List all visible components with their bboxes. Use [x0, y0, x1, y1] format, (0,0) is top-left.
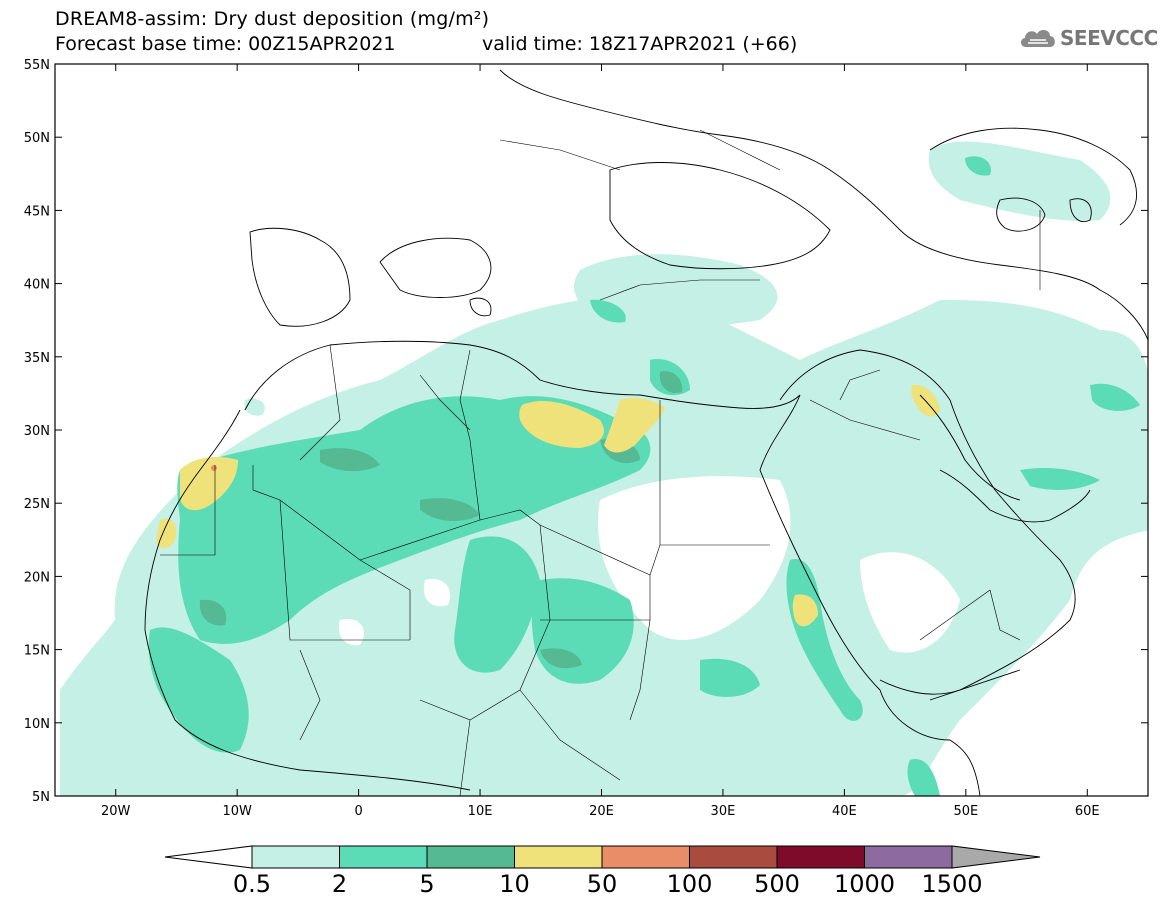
- colorbar-label: 500: [754, 870, 800, 898]
- forecast-base-time: Forecast base time: 00Z15APR2021: [55, 33, 396, 55]
- colorbar-swatch: [689, 845, 778, 869]
- colorbar-label: 100: [667, 870, 713, 898]
- y-tick-label: 10N: [24, 717, 50, 732]
- colorbar-label: 5: [419, 870, 434, 898]
- y-tick-label: 40N: [24, 278, 50, 293]
- x-tick-label: 10E: [468, 804, 493, 819]
- colorbar-label: 0.5: [233, 870, 271, 898]
- cloud-icon: [1020, 30, 1055, 47]
- y-tick-label: 5N: [32, 790, 50, 805]
- y-tick-label: 55N: [24, 58, 50, 73]
- y-tick-label: 20N: [24, 570, 50, 585]
- x-tick-label: 50E: [953, 804, 978, 819]
- longitude-ticks: 20W 10W 0 10E 20E 30E 40E 50E 60E: [101, 64, 1100, 819]
- y-tick-label: 35N: [24, 351, 50, 366]
- x-tick-label: 40E: [832, 804, 857, 819]
- colorbar-swatch: [339, 845, 428, 869]
- y-tick-label: 45N: [24, 204, 50, 219]
- x-tick-label: 60E: [1075, 804, 1100, 819]
- colorbar-swatch: [251, 845, 340, 869]
- borders: [160, 129, 1041, 796]
- colorbar-label: 1500: [921, 870, 982, 898]
- y-tick-label: 25N: [24, 497, 50, 512]
- colorbar-swatch: [514, 845, 603, 869]
- x-tick-label: 0: [354, 804, 362, 819]
- colorbar-swatch: [776, 845, 865, 869]
- colorbar-label: 50: [587, 870, 618, 898]
- x-tick-label: 20E: [589, 804, 614, 819]
- valid-time: valid time: 18Z17APR2021 (+66): [482, 33, 798, 55]
- colorbar-swatch: [864, 845, 953, 869]
- colorbar-low-arrow: [164, 845, 253, 869]
- map-title: DREAM8-assim: Dry dust deposition (mg/m²…: [55, 8, 490, 30]
- x-tick-label: 20W: [101, 804, 131, 819]
- y-tick-label: 15N: [24, 644, 50, 659]
- colorbar-swatch: [601, 845, 690, 869]
- dust-deposition-field: [60, 141, 1148, 796]
- seevccc-logo: SEEVCCC: [1018, 25, 1158, 51]
- y-tick-label: 50N: [24, 131, 50, 146]
- colorbar: 0.5 2 5 10 50 100 500 1000 1500: [164, 845, 1041, 898]
- logo-text: SEEVCCC: [1060, 26, 1158, 50]
- y-tick-label: 30N: [24, 424, 50, 439]
- x-tick-label: 10W: [222, 804, 252, 819]
- coastlines: [144, 69, 1148, 796]
- colorbar-label: 2: [332, 870, 347, 898]
- colorbar-label: 1000: [834, 870, 895, 898]
- x-tick-label: 30E: [711, 804, 736, 819]
- colorbar-swatch: [426, 845, 515, 869]
- colorbar-label: 10: [499, 870, 530, 898]
- colorbar-high-arrow: [951, 845, 1041, 869]
- latitude-ticks: 55N 50N 45N 40N 35N 30N 25N 20N 15N 10N 5N: [24, 58, 1148, 805]
